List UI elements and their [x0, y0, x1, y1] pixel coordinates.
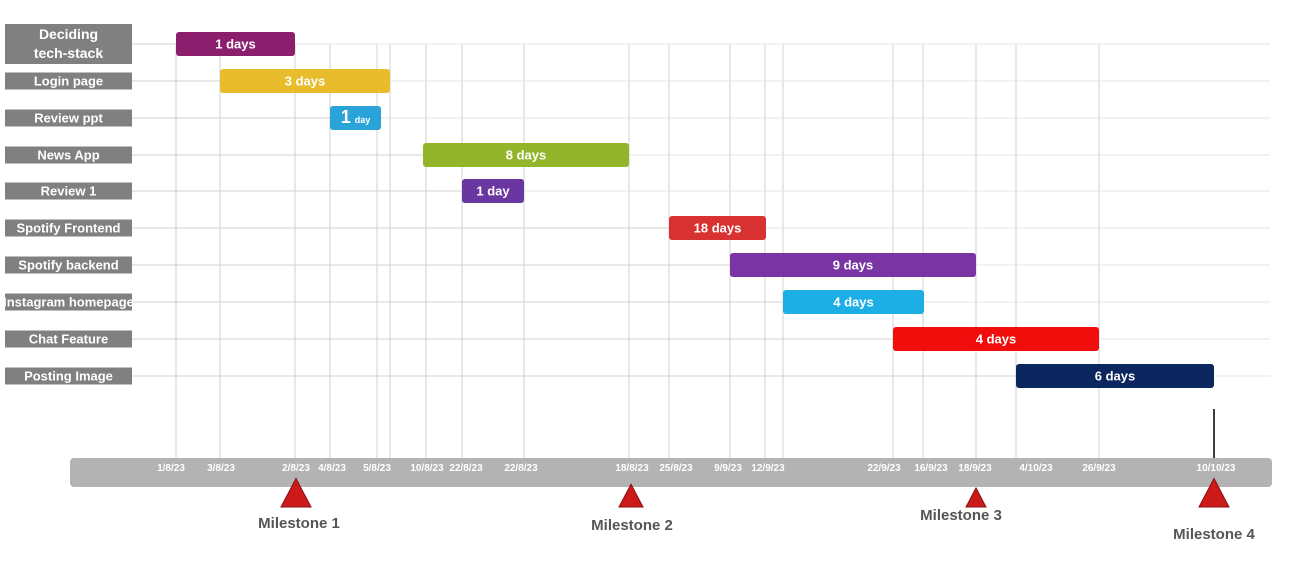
bar-duration-label: 18 days	[694, 221, 742, 236]
task-label-box	[5, 330, 132, 348]
task-label-box	[5, 109, 132, 127]
date-label: 5/8/23	[363, 463, 391, 474]
task-bar	[462, 179, 524, 203]
date-label: 22/8/23	[504, 463, 538, 474]
milestone-label: Milestone 1	[258, 515, 340, 532]
bar-duration-label: 8 days	[506, 148, 546, 163]
task-label-box	[5, 367, 132, 385]
task-label-box	[5, 293, 132, 311]
task-bar	[423, 143, 629, 167]
task-label-box	[5, 24, 132, 64]
bar-duration-label: 4 days	[976, 332, 1016, 347]
date-label: 16/9/23	[914, 463, 948, 474]
date-label: 25/8/23	[659, 463, 693, 474]
milestone-triangle	[618, 483, 644, 508]
task-label: tech-stack	[34, 45, 103, 61]
task-label: Review 1	[41, 184, 97, 199]
bar-duration-label: 3 days	[285, 74, 325, 89]
date-label: 18/8/23	[615, 463, 649, 474]
bar-duration-label: 6 days	[1095, 369, 1135, 384]
bar-duration-label: 1 day	[341, 107, 371, 127]
date-label: 2/8/23	[282, 463, 310, 474]
task-label: Review ppt	[34, 111, 103, 126]
task-bar	[176, 32, 295, 56]
milestone-label: Milestone 4	[1173, 526, 1255, 543]
task-label-box	[5, 182, 132, 200]
task-bar	[783, 290, 924, 314]
milestone-label: Milestone 2	[591, 517, 673, 534]
milestone-triangle	[1198, 477, 1230, 508]
task-label: Login page	[34, 74, 103, 89]
bar-duration-label: 4 days	[833, 295, 873, 310]
bar-duration-label: 1 day	[476, 184, 510, 199]
timeline-band	[70, 458, 1272, 487]
task-label: News App	[37, 148, 99, 163]
date-label: 3/8/23	[207, 463, 235, 474]
date-label: 4/8/23	[318, 463, 346, 474]
task-label-box	[5, 146, 132, 164]
task-bar	[730, 253, 976, 277]
task-label: Instagram homepage	[3, 295, 134, 310]
bar-duration-number: 1	[341, 107, 351, 127]
date-label: 9/9/23	[714, 463, 742, 474]
task-label: Deciding	[39, 26, 98, 42]
bar-duration-unit: day	[355, 115, 371, 125]
milestone-triangle	[280, 477, 312, 508]
task-label-box	[5, 256, 132, 274]
bar-duration-label: 9 days	[833, 258, 873, 273]
task-bar	[893, 327, 1099, 351]
date-label: 10/10/23	[1197, 463, 1236, 474]
task-bar	[330, 106, 381, 130]
milestone-triangle	[965, 486, 987, 508]
date-label: 1/8/23	[157, 463, 185, 474]
bar-duration-label: 1 days	[215, 37, 255, 52]
date-label: 18/9/23	[958, 463, 992, 474]
date-label: 4/10/23	[1019, 463, 1053, 474]
task-label: Chat Feature	[29, 332, 108, 347]
date-label: 10/8/23	[410, 463, 444, 474]
date-label: 12/9/23	[751, 463, 785, 474]
task-label: Posting Image	[24, 369, 113, 384]
task-bar	[669, 216, 766, 240]
task-label-box	[5, 219, 132, 237]
date-label: 22/8/23	[449, 463, 483, 474]
task-bar	[220, 69, 390, 93]
milestone-label: Milestone 3	[920, 507, 1002, 524]
task-label-box	[5, 72, 132, 90]
task-label: Spotify backend	[18, 258, 118, 273]
date-label: 26/9/23	[1082, 463, 1116, 474]
task-bar	[1016, 364, 1214, 388]
task-label: Spotify Frontend	[17, 221, 121, 236]
date-label: 22/9/23	[867, 463, 901, 474]
